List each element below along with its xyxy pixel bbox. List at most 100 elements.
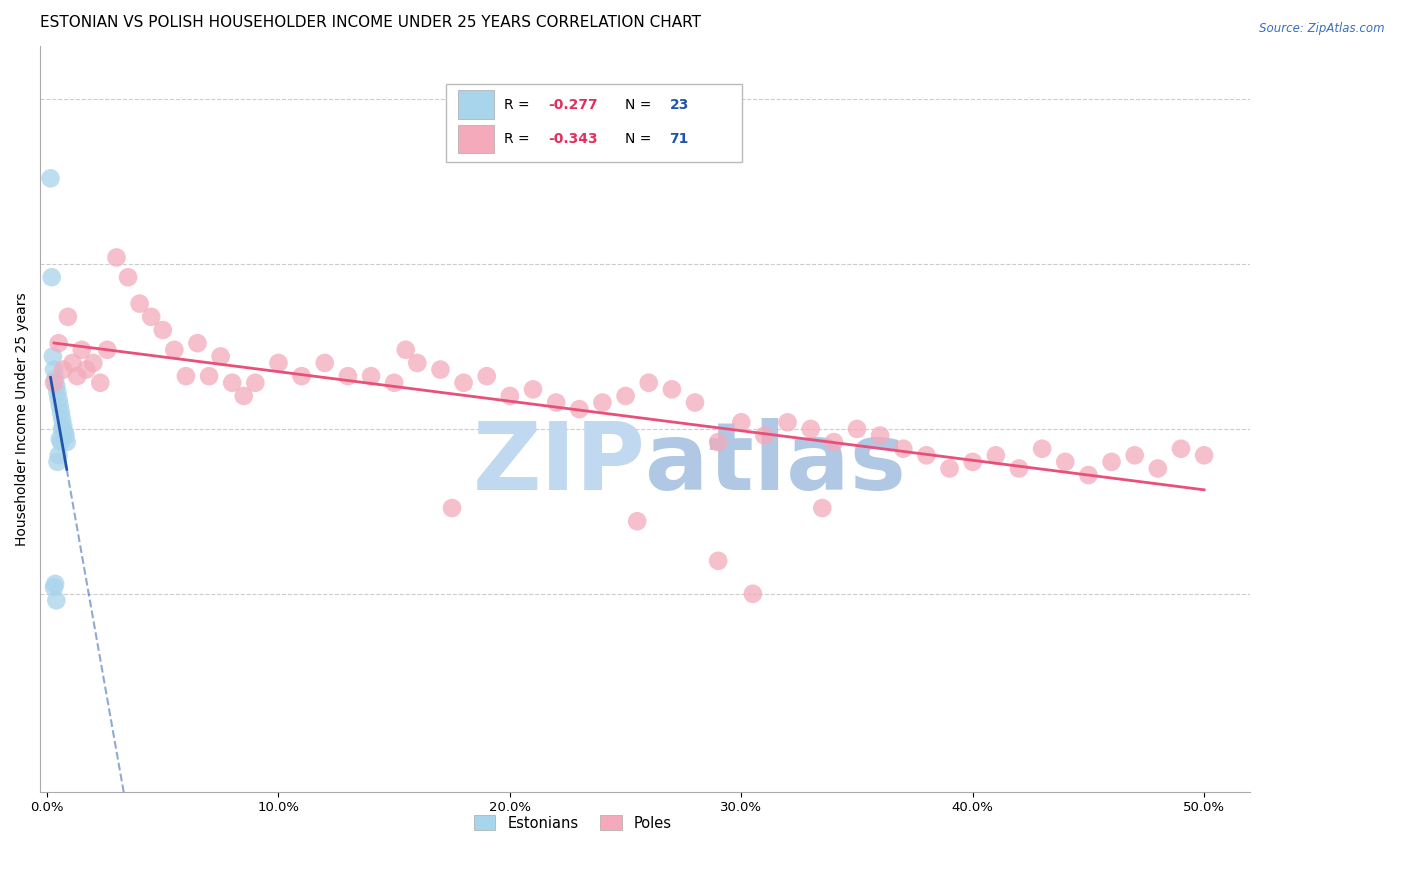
Point (406, 356, 429, 370)
Point (811, 501, 834, 516)
Text: ESTONIAN VS POLISH HOUSEHOLDER INCOME UNDER 25 YEARS CORRELATION CHART: ESTONIAN VS POLISH HOUSEHOLDER INCOME UN… (41, 15, 702, 30)
Point (232, 389, 254, 403)
Point (568, 402, 591, 417)
Point (1077, 468, 1099, 483)
Point (141, 310, 163, 324)
Point (49, 432, 72, 446)
Point (522, 382, 544, 396)
Point (42, 580, 65, 594)
Point (1101, 455, 1123, 469)
Text: R =: R = (503, 97, 534, 112)
Point (395, 343, 418, 357)
Point (186, 336, 208, 351)
Point (48, 392, 70, 407)
Point (62, 356, 84, 370)
Text: ZIP: ZIP (472, 417, 645, 509)
Point (117, 270, 139, 285)
Text: 23: 23 (669, 97, 689, 112)
Point (683, 395, 706, 409)
Point (55, 435, 77, 450)
Text: R =: R = (503, 132, 534, 146)
Point (51, 422, 73, 436)
Point (453, 376, 475, 390)
Point (637, 376, 659, 390)
Point (128, 296, 150, 310)
Point (730, 415, 752, 429)
Text: N =: N = (624, 97, 655, 112)
Point (75, 362, 97, 376)
Point (49, 399, 72, 413)
Bar (458, 90, 494, 119)
Point (51, 412, 73, 426)
Point (46, 455, 69, 469)
Point (82, 356, 104, 370)
Point (221, 376, 243, 390)
Point (48, 448, 70, 462)
Point (1031, 442, 1053, 456)
Point (475, 369, 498, 384)
Point (800, 422, 823, 436)
Point (245, 376, 267, 390)
Point (707, 554, 730, 568)
Point (776, 415, 799, 429)
Y-axis label: Householder Income Under 25 years: Householder Income Under 25 years (15, 293, 30, 546)
Point (45, 379, 67, 393)
Point (44, 372, 66, 386)
Point (49, 435, 72, 450)
Point (96, 343, 118, 357)
Text: Source: ZipAtlas.com: Source: ZipAtlas.com (1260, 22, 1385, 36)
Point (360, 369, 382, 384)
Point (429, 362, 451, 376)
Point (39, 171, 62, 186)
Text: N =: N = (624, 132, 655, 146)
Point (41, 270, 63, 285)
Point (55, 428, 77, 442)
Point (48, 336, 70, 351)
Point (626, 514, 648, 528)
Point (163, 343, 186, 357)
Point (56, 310, 79, 324)
Point (267, 356, 290, 370)
Point (336, 369, 359, 384)
Point (70, 343, 93, 357)
Point (440, 501, 463, 516)
Point (314, 356, 336, 370)
Point (42, 350, 65, 364)
Point (1054, 455, 1077, 469)
Point (105, 251, 128, 265)
Text: -0.277: -0.277 (548, 97, 598, 112)
Point (984, 448, 1007, 462)
Point (46, 385, 69, 400)
Point (49, 405, 72, 419)
Legend: Estonians, Poles: Estonians, Poles (468, 809, 678, 837)
Point (1170, 442, 1192, 456)
Point (823, 435, 845, 450)
Point (1123, 448, 1146, 462)
Point (869, 428, 891, 442)
Point (52, 362, 75, 376)
Point (52, 418, 75, 433)
Bar (458, 125, 494, 153)
Point (1146, 461, 1168, 475)
Point (291, 369, 314, 384)
Point (382, 376, 405, 390)
Text: atlas: atlas (645, 417, 907, 509)
Point (938, 461, 960, 475)
Point (209, 350, 232, 364)
Point (661, 382, 683, 396)
Point (707, 435, 730, 450)
Point (614, 389, 637, 403)
Point (152, 323, 174, 337)
FancyBboxPatch shape (446, 84, 742, 162)
Point (962, 455, 984, 469)
Point (915, 448, 938, 462)
Point (1192, 448, 1215, 462)
Point (66, 369, 89, 384)
Point (53, 425, 76, 440)
Point (174, 369, 197, 384)
Point (44, 577, 66, 591)
Point (546, 395, 568, 409)
Point (591, 395, 613, 409)
Point (42, 376, 65, 390)
Point (846, 422, 869, 436)
